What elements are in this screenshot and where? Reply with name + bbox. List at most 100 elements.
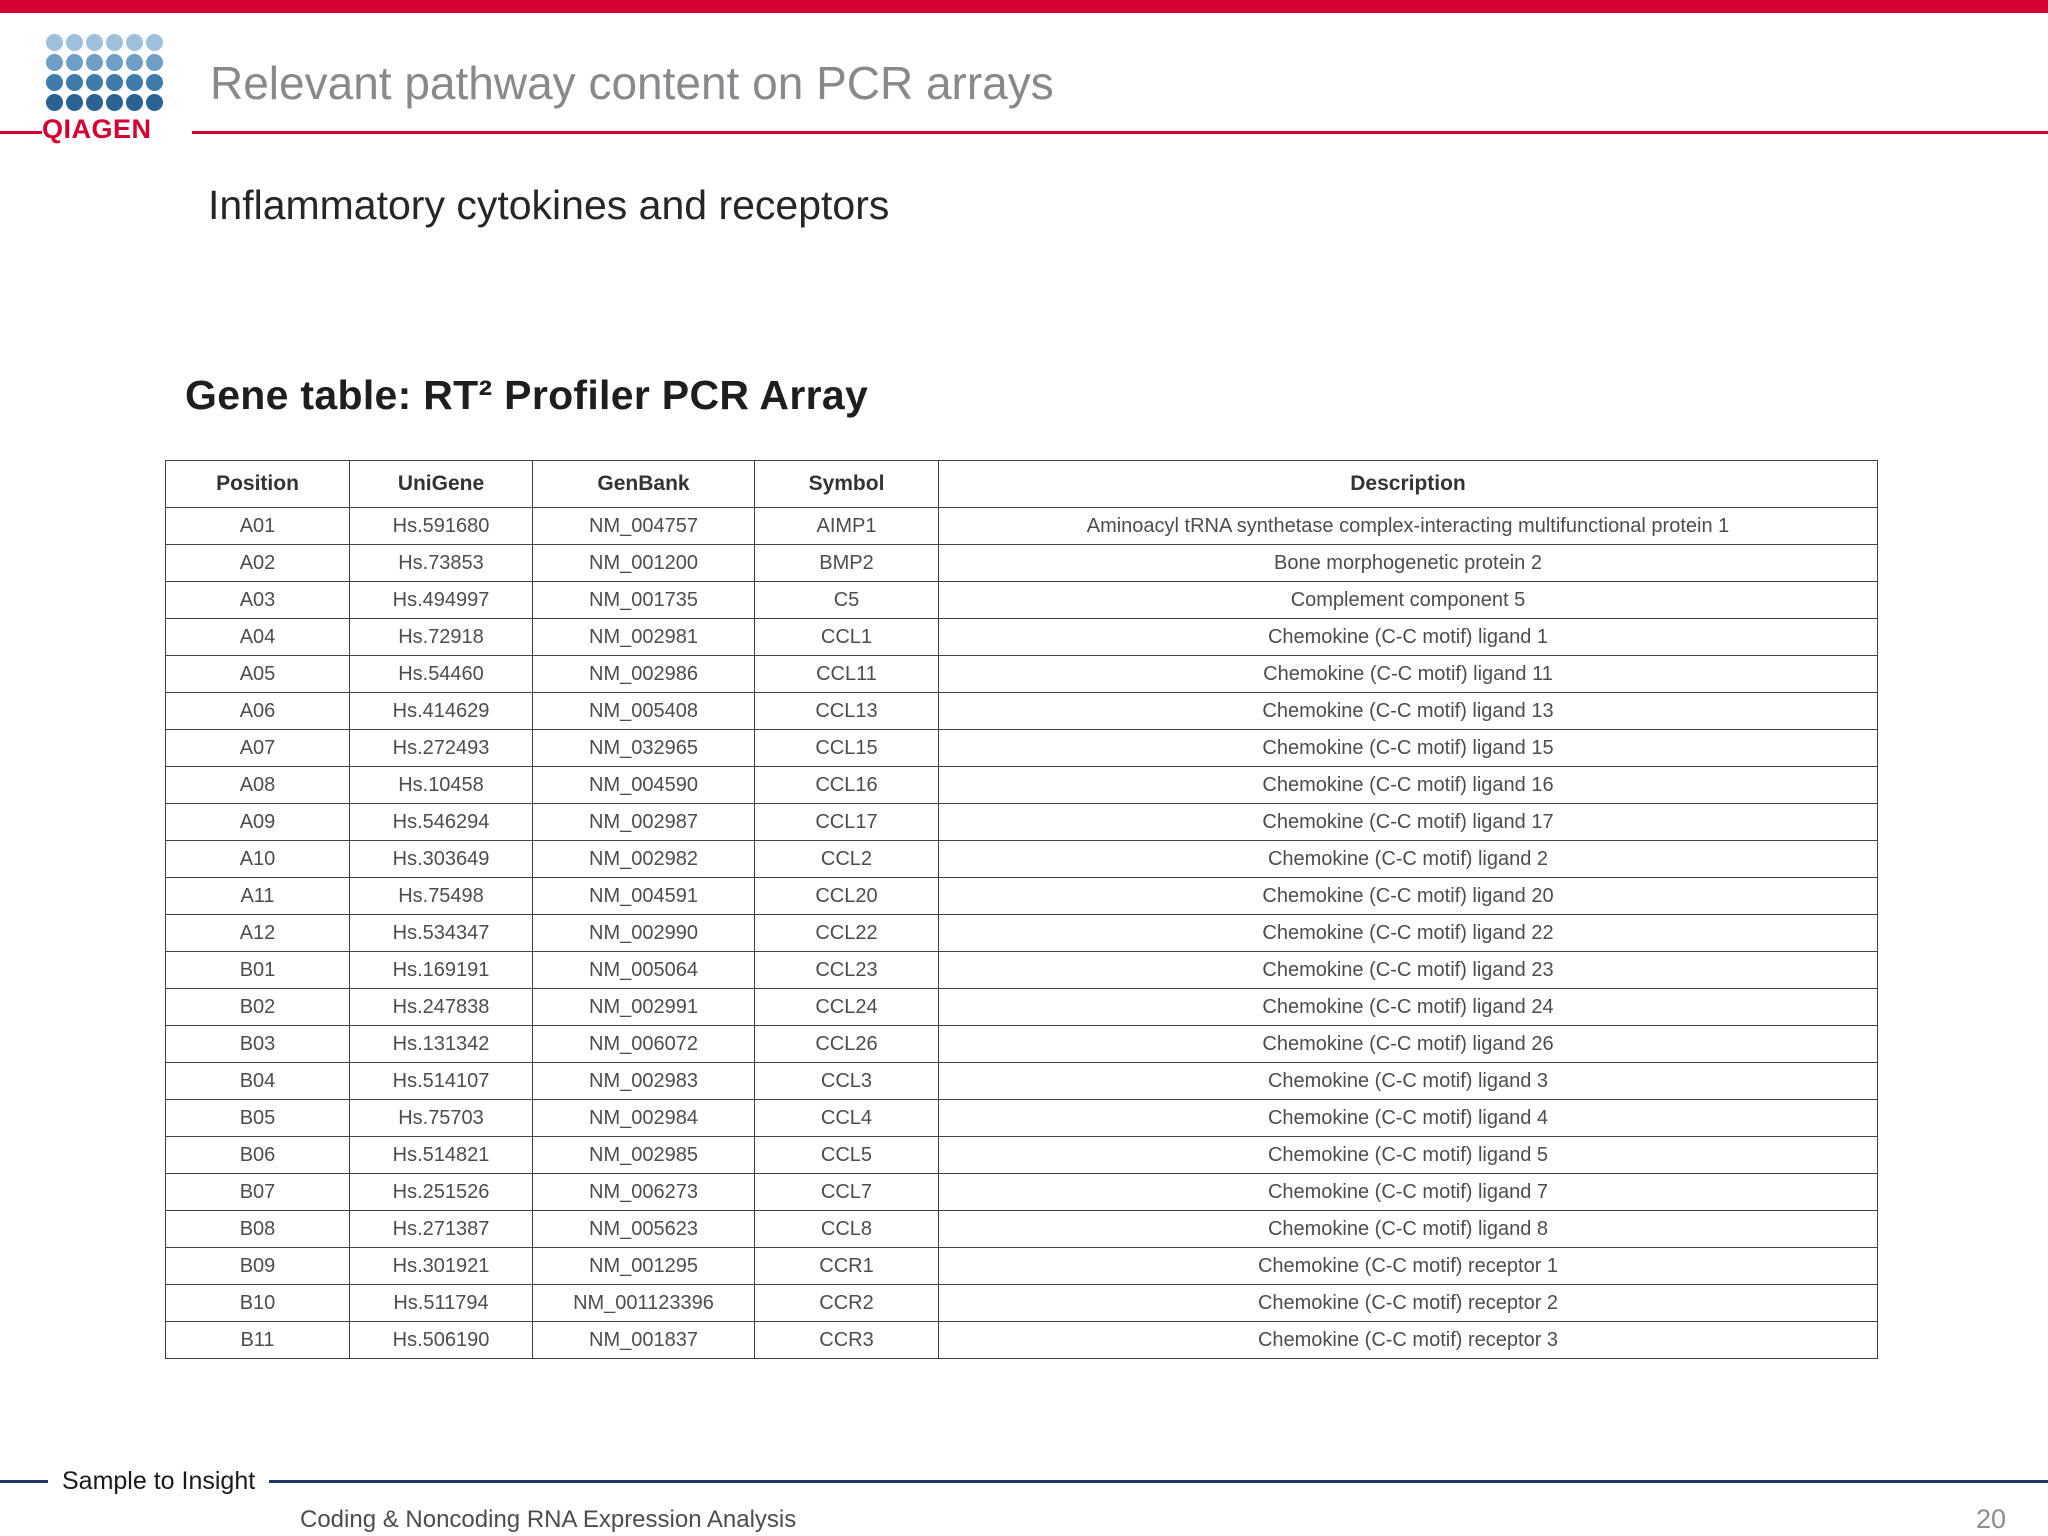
table-row: B10 Hs.511794 NM_001123396 CCR2 Chemokine (C… xyxy=(165,1284,1878,1322)
logo-dot xyxy=(66,54,83,71)
table-row: A04 Hs.72918 NM_002981 CCL1 Chemokine (C-C m… xyxy=(165,618,1878,656)
table-cell: Chemokine (C-C motif) ligand 17 xyxy=(938,803,1878,841)
logo-dot-row xyxy=(46,54,163,71)
table-cell: CCL13 xyxy=(754,692,939,730)
table-cell: Chemokine (C-C motif) ligand 22 xyxy=(938,914,1878,952)
logo-dot xyxy=(126,94,143,111)
table-cell: NM_005623 xyxy=(532,1210,755,1248)
table-cell: A03 xyxy=(165,581,350,619)
table-cell: Chemokine (C-C motif) receptor 2 xyxy=(938,1284,1878,1322)
table-cell: Chemokine (C-C motif) receptor 1 xyxy=(938,1247,1878,1285)
table-cell: CCL20 xyxy=(754,877,939,915)
table-cell: Chemokine (C-C motif) ligand 23 xyxy=(938,951,1878,989)
page-number: 20 xyxy=(1975,1504,2006,1534)
table-cell: A12 xyxy=(165,914,350,952)
logo-dots-icon xyxy=(42,34,163,111)
col-header-description: Description xyxy=(938,460,1878,508)
logo-dot xyxy=(146,34,163,51)
logo-dot xyxy=(66,74,83,91)
table-row: B11 Hs.506190 NM_001837 CCR3 Chemokine (C-C … xyxy=(165,1321,1878,1359)
table-cell: Hs.534347 xyxy=(349,914,533,952)
table-cell: Hs.10458 xyxy=(349,766,533,804)
table-cell: NM_002981 xyxy=(532,618,755,656)
table-cell: CCL4 xyxy=(754,1099,939,1137)
table-cell: NM_002986 xyxy=(532,655,755,693)
table-cell: NM_004757 xyxy=(532,507,755,545)
slide-subtitle: Inflammatory cytokines and receptors xyxy=(208,182,890,228)
table-cell: Chemokine (C-C motif) ligand 11 xyxy=(938,655,1878,693)
logo-dot xyxy=(146,54,163,71)
table-row: B05 Hs.75703 NM_002984 CCL4 Chemokine (C-C m… xyxy=(165,1099,1878,1137)
table-cell: Chemokine (C-C motif) ligand 8 xyxy=(938,1210,1878,1248)
table-cell: AIMP1 xyxy=(754,507,939,545)
qiagen-logo: QIAGEN xyxy=(42,34,192,146)
table-cell: B04 xyxy=(165,1062,350,1100)
logo-dot xyxy=(126,34,143,51)
table-cell: Hs.72918 xyxy=(349,618,533,656)
table-cell: NM_002982 xyxy=(532,840,755,878)
table-cell: Bone morphogenetic protein 2 xyxy=(938,544,1878,582)
table-cell: B07 xyxy=(165,1173,350,1211)
table-row: A05 Hs.54460 NM_002986 CCL11 Chemokine (C-C … xyxy=(165,655,1878,693)
table-cell: B05 xyxy=(165,1099,350,1137)
table-row: A10 Hs.303649 NM_002982 CCL2 Chemokine (C-C … xyxy=(165,840,1878,878)
table-cell: BMP2 xyxy=(754,544,939,582)
table-row: A03 Hs.494997 NM_001735 C5 Complement compon… xyxy=(165,581,1878,619)
table-row: A09 Hs.546294 NM_002987 CCL17 Chemokine (C-C… xyxy=(165,803,1878,841)
table-cell: NM_005408 xyxy=(532,692,755,730)
table-cell: B09 xyxy=(165,1247,350,1285)
table-cell: Chemokine (C-C motif) ligand 24 xyxy=(938,988,1878,1026)
table-cell: NM_002983 xyxy=(532,1062,755,1100)
table-cell: B10 xyxy=(165,1284,350,1322)
table-row: A06 Hs.414629 NM_005408 CCL13 Chemokine (C-C… xyxy=(165,692,1878,730)
table-cell: Hs.494997 xyxy=(349,581,533,619)
table-row: A08 Hs.10458 NM_004590 CCL16 Chemokine (C-C … xyxy=(165,766,1878,804)
table-cell: NM_004591 xyxy=(532,877,755,915)
footer-tagline: Sample to Insight xyxy=(62,1466,256,1495)
table-cell: A07 xyxy=(165,729,350,767)
table-cell: CCL1 xyxy=(754,618,939,656)
table-cell: NM_001123396 xyxy=(532,1284,755,1322)
table-cell: Hs.546294 xyxy=(349,803,533,841)
table-cell: CCL17 xyxy=(754,803,939,841)
table-cell: Hs.514107 xyxy=(349,1062,533,1100)
table-cell: NM_032965 xyxy=(532,729,755,767)
table-cell: Chemokine (C-C motif) ligand 1 xyxy=(938,618,1878,656)
table-cell: Chemokine (C-C motif) ligand 26 xyxy=(938,1025,1878,1063)
table-cell: NM_002991 xyxy=(532,988,755,1026)
table-cell: Hs.414629 xyxy=(349,692,533,730)
logo-dot xyxy=(46,54,63,71)
logo-dot xyxy=(86,94,103,111)
logo-dot xyxy=(86,34,103,51)
table-cell: Chemokine (C-C motif) receptor 3 xyxy=(938,1321,1878,1359)
table-cell: Complement component 5 xyxy=(938,581,1878,619)
footer-bottom-row: Coding & Noncoding RNA Expression Analys… xyxy=(0,1502,2048,1536)
table-row: A01 Hs.591680 NM_004757 AIMP1 Aminoacyl tRNA… xyxy=(165,507,1878,545)
table-cell: CCL15 xyxy=(754,729,939,767)
col-header-genbank: GenBank xyxy=(532,460,755,508)
table-cell: Chemokine (C-C motif) ligand 3 xyxy=(938,1062,1878,1100)
table-cell: NM_001200 xyxy=(532,544,755,582)
table-row: B09 Hs.301921 NM_001295 CCR1 Chemokine (C-C … xyxy=(165,1247,1878,1285)
table-cell: NM_001295 xyxy=(532,1247,755,1285)
header-row: Position UniGene GenBank Symbol Descript… xyxy=(165,460,1878,508)
table-cell: Hs.75498 xyxy=(349,877,533,915)
table-cell: NM_001735 xyxy=(532,581,755,619)
table-cell: Chemokine (C-C motif) ligand 2 xyxy=(938,840,1878,878)
table-cell: CCR2 xyxy=(754,1284,939,1322)
table-cell: NM_002990 xyxy=(532,914,755,952)
table-cell: NM_002985 xyxy=(532,1136,755,1174)
table-cell: NM_001837 xyxy=(532,1321,755,1359)
logo-dot xyxy=(46,94,63,111)
table-cell: B11 xyxy=(165,1321,350,1359)
gene-table-title: Gene table: RT² Profiler PCR Array xyxy=(185,372,869,418)
table-row: A02 Hs.73853 NM_001200 BMP2 Bone morphogenet… xyxy=(165,544,1878,582)
gene-table: Position UniGene GenBank Symbol Descript… xyxy=(165,460,1878,1359)
table-cell: B01 xyxy=(165,951,350,989)
table-cell: Chemokine (C-C motif) ligand 16 xyxy=(938,766,1878,804)
table-cell: Hs.511794 xyxy=(349,1284,533,1322)
table-cell: Chemokine (C-C motif) ligand 4 xyxy=(938,1099,1878,1137)
table-cell: B02 xyxy=(165,988,350,1026)
footer-tagline-row: Sample to Insight xyxy=(0,1466,2048,1496)
